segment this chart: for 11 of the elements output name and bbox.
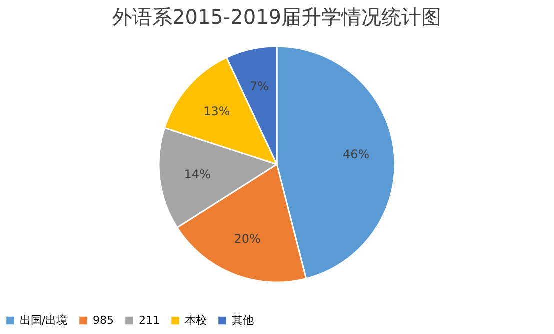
data-label: 14% [184, 168, 211, 182]
data-label: 20% [234, 232, 261, 246]
legend-label: 其他 [232, 314, 254, 327]
data-label: 7% [250, 79, 270, 94]
legend-label: 出国/出境 [20, 314, 68, 327]
data-label: 46% [343, 147, 370, 162]
data-label: 13% [204, 104, 230, 119]
chart-title: 外语系2015-2019届升学情况统计图 [112, 5, 442, 29]
legend-label: 211 [139, 314, 160, 327]
legend-label: 985 [93, 314, 114, 327]
legend-label: 本校 [185, 314, 207, 327]
